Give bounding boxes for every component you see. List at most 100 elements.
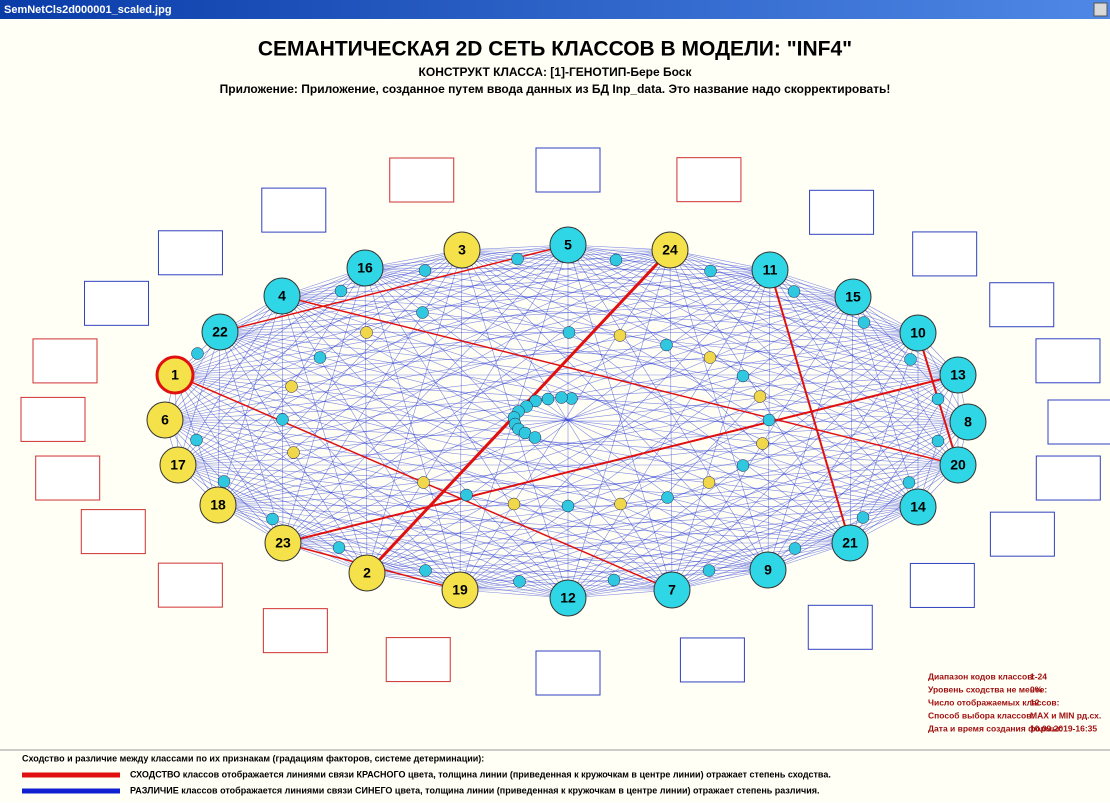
link-marker — [507, 497, 521, 511]
link — [174, 374, 461, 591]
link — [219, 331, 959, 376]
info-value: 0% — [1030, 684, 1043, 694]
link — [669, 249, 673, 591]
node — [549, 579, 587, 617]
label-box — [262, 608, 328, 654]
similarity-link — [281, 295, 959, 466]
link — [366, 542, 851, 574]
node — [348, 554, 386, 592]
label-box — [535, 650, 601, 696]
link — [177, 464, 673, 591]
label-box — [1035, 338, 1101, 384]
link — [164, 419, 919, 508]
node-label: 21 — [842, 535, 858, 551]
node-label: 2 — [363, 565, 371, 581]
label-box — [261, 187, 327, 233]
link — [769, 269, 959, 466]
link-marker — [857, 316, 871, 329]
link — [461, 249, 919, 508]
link — [174, 296, 854, 376]
link-marker — [416, 306, 429, 319]
link-marker — [902, 476, 916, 489]
node-label: 19 — [452, 582, 468, 598]
link — [459, 249, 671, 591]
link — [459, 296, 854, 591]
link — [219, 331, 673, 591]
link-marker — [313, 351, 327, 364]
link — [671, 332, 919, 591]
link — [364, 267, 919, 334]
link — [219, 296, 854, 333]
link-marker — [513, 575, 526, 588]
link-marker — [613, 329, 627, 342]
info-label: Диапазон кодов классов: — [928, 671, 1035, 681]
link — [364, 267, 919, 508]
link-marker — [266, 512, 279, 526]
similarity-link — [219, 244, 569, 333]
link — [177, 244, 569, 466]
node — [939, 356, 977, 394]
link-marker — [419, 564, 432, 577]
link — [567, 244, 769, 571]
link — [671, 421, 969, 591]
node-label: 12 — [560, 590, 576, 606]
link — [217, 374, 959, 506]
node-label: 6 — [161, 412, 169, 428]
link — [281, 249, 671, 297]
link — [164, 296, 854, 421]
label-box — [84, 280, 150, 326]
link — [281, 295, 851, 544]
link — [767, 296, 854, 571]
node — [749, 551, 787, 589]
node-label: 9 — [764, 562, 772, 578]
node-label: 18 — [210, 497, 226, 513]
node — [155, 355, 195, 395]
link-marker — [529, 394, 542, 408]
link-marker — [561, 499, 575, 513]
link-marker — [332, 541, 346, 554]
link — [769, 269, 919, 508]
title: СЕМАНТИЧЕСКАЯ 2D СЕТЬ КЛАССОВ В МОДЕЛИ: … — [258, 38, 852, 61]
link — [671, 374, 959, 591]
link — [217, 504, 851, 544]
node — [899, 314, 937, 352]
link-marker — [528, 431, 542, 444]
link-marker — [756, 437, 769, 450]
label-box — [35, 455, 101, 501]
link-marker — [904, 353, 917, 366]
link — [219, 331, 461, 591]
link — [459, 464, 959, 591]
link — [567, 464, 959, 599]
link — [364, 267, 771, 271]
label-box — [679, 637, 745, 683]
node — [831, 524, 869, 562]
link — [366, 374, 959, 574]
node-label: 20 — [950, 457, 966, 473]
similarity-link — [282, 374, 959, 544]
link — [459, 506, 919, 591]
link — [219, 331, 969, 423]
link — [282, 332, 919, 544]
label-box — [1035, 455, 1101, 501]
link — [281, 295, 569, 599]
node — [549, 226, 587, 264]
node — [949, 403, 987, 441]
link — [219, 331, 284, 544]
link — [282, 244, 569, 544]
link — [461, 249, 854, 298]
link-marker — [753, 390, 767, 403]
label-box — [909, 562, 975, 608]
close-button[interactable] — [1093, 2, 1108, 17]
link — [459, 332, 919, 591]
link-marker — [555, 391, 568, 404]
application: Приложение: Приложение, созданное путем … — [220, 82, 891, 96]
subtitle: КОНСТРУКТ КЛАССА: [1]-ГЕНОТИП-Бере Боск — [419, 65, 693, 79]
node-label: 1 — [171, 367, 179, 383]
link-marker — [609, 253, 623, 267]
info-value: 10.09.2019-16:35 — [1030, 723, 1097, 733]
node — [651, 231, 689, 269]
link — [219, 331, 919, 508]
link — [364, 267, 851, 544]
link — [459, 269, 771, 591]
node-label: 7 — [668, 582, 676, 598]
